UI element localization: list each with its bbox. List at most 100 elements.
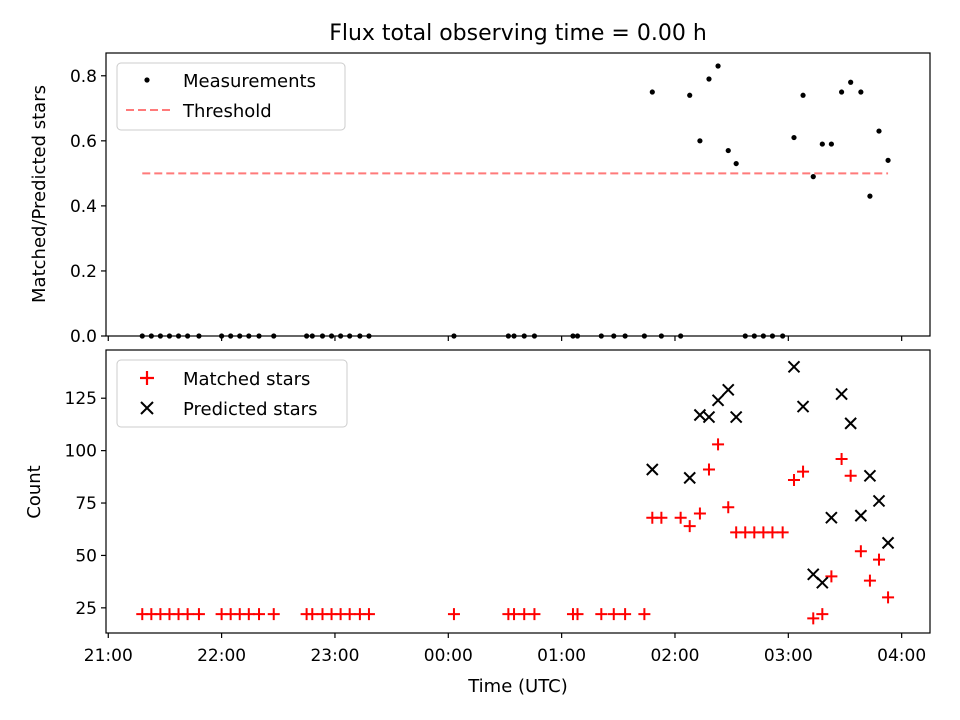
predicted-stars-point: [646, 463, 659, 476]
matched-stars-point: [242, 608, 255, 621]
top-legend: Measurements Threshold: [116, 62, 346, 131]
matched-stars-point: [722, 501, 735, 514]
bottom-x-tick-label: 04:00: [877, 646, 926, 666]
top-axes-frame: [105, 52, 931, 337]
measurements-point: [848, 79, 854, 85]
predicted-stars-point: [816, 576, 829, 589]
measurements-point: [819, 141, 825, 147]
predicted-stars-point: [863, 469, 877, 482]
measurements-point: [725, 147, 731, 154]
measurements-point: [810, 174, 816, 180]
predicted-stars-point: [683, 471, 696, 485]
measurements-point: [697, 138, 703, 144]
predicted-stars-point: [825, 511, 838, 524]
matched-stars-point: [306, 608, 319, 621]
predicted-stars-point: [796, 400, 810, 413]
predicted-stars-point: [854, 509, 868, 522]
matched-stars-point: [508, 608, 521, 621]
matched-stars-point: [607, 608, 620, 621]
measurements-point: [838, 89, 845, 95]
top-y-tick-label: 0.8: [70, 67, 97, 87]
top-y-ticks: 0.0 0.2 0.4 0.6 0.8: [70, 67, 106, 347]
matched-stars-point: [528, 608, 541, 621]
predicted-stars-point: [835, 387, 848, 401]
top-legend-box: [116, 62, 346, 131]
measurements-point: [885, 157, 891, 163]
matched-stars-point: [872, 553, 885, 566]
measurements-point: [715, 63, 721, 69]
predicted-stars-point: [872, 494, 886, 508]
matched-stars-point: [595, 608, 608, 621]
measurements-point: [800, 92, 806, 98]
bottom-x-tick-label: 22:00: [197, 646, 246, 666]
bottom-legend: Matched stars Predicted stars: [116, 359, 348, 428]
matched-stars-point: [844, 469, 857, 482]
legend-predicted-label: Predicted stars: [183, 399, 317, 420]
legend-threshold-label: Threshold: [182, 101, 272, 122]
figure-title: Flux total observing time = 0.00 h: [329, 21, 707, 46]
predicted-stars-point: [722, 383, 735, 397]
matched-stars-point: [766, 526, 779, 539]
matched-stars-point: [882, 591, 895, 604]
measurements-point: [733, 160, 739, 167]
matched-stars-point: [863, 574, 876, 587]
matched-stars-point: [518, 608, 531, 621]
matched-stars-point: [267, 608, 280, 621]
legend-measurements-marker: [144, 77, 150, 83]
matched-stars-point: [816, 608, 829, 621]
matched-stars-point: [192, 608, 205, 621]
measurements-point: [828, 141, 834, 147]
matched-stars-point: [835, 453, 848, 466]
matched-stars-point: [571, 608, 584, 621]
top-y-tick-label: 0.0: [70, 327, 97, 347]
matched-stars-point: [638, 608, 651, 621]
matched-stars-point: [702, 463, 715, 476]
matched-stars-point: [655, 511, 668, 524]
bottom-panel: 25 50 75 100 125 21:00 22:00 23:00 00:00 01:00 02…: [24, 349, 931, 697]
top-y-tick-label: 0.2: [70, 262, 97, 282]
matched-stars-point: [619, 608, 632, 621]
legend-predicted-marker: [140, 401, 154, 415]
measurements-point: [876, 128, 882, 134]
predicted-stars-point: [702, 410, 716, 424]
legend-measurements-label: Measurements: [183, 71, 316, 92]
bottom-x-tick-label: 23:00: [310, 646, 359, 666]
bottom-y-ticks: 25 50 75 100 125: [65, 389, 106, 619]
bottom-y-tick-label: 25: [75, 599, 97, 619]
matched-stars-point: [825, 570, 838, 583]
bottom-x-tick-label: 00:00: [424, 646, 473, 666]
bottom-x-tick-label: 21:00: [84, 646, 133, 666]
matched-stars-point: [854, 545, 867, 558]
bottom-axes-frame: [105, 349, 931, 634]
predicted-stars-point: [844, 417, 857, 430]
legend-matched-label: Matched stars: [183, 369, 310, 390]
bottom-y-axis-label: Count: [24, 465, 45, 518]
predicted-stars-point: [729, 410, 743, 424]
matched-stars-point: [683, 520, 696, 533]
matched-stars-point: [343, 608, 356, 621]
predicted-stars-point: [881, 536, 895, 550]
matched-stars-point: [787, 473, 800, 486]
matched-stars-point: [674, 511, 687, 524]
matched-stars-point: [712, 438, 725, 451]
measurements-point: [649, 89, 655, 95]
top-y-tick-label: 0.4: [70, 197, 97, 217]
bottom-y-tick-label: 50: [75, 546, 97, 566]
predicted-stars-point: [693, 408, 707, 422]
top-panel: 0.00.20.40.60.8 Matched/Predicted stars …: [29, 52, 931, 347]
measurements-point: [706, 76, 712, 82]
bottom-y-tick-label: 100: [65, 442, 97, 462]
matched-stars-point: [807, 612, 820, 625]
predicted-stars-point: [711, 394, 725, 407]
top-y-tick-label: 0.6: [70, 132, 97, 152]
matched-stars-point: [253, 608, 266, 621]
bottom-y-tick-label: 125: [65, 389, 97, 409]
bottom-plot-marks: [136, 360, 895, 625]
matched-stars-point: [447, 608, 460, 621]
matched-stars-point: [181, 608, 194, 621]
bottom-legend-box: [116, 359, 348, 428]
matched-stars-point: [797, 465, 810, 478]
matched-stars-point: [362, 608, 375, 621]
legend-matched-marker: [140, 371, 154, 385]
